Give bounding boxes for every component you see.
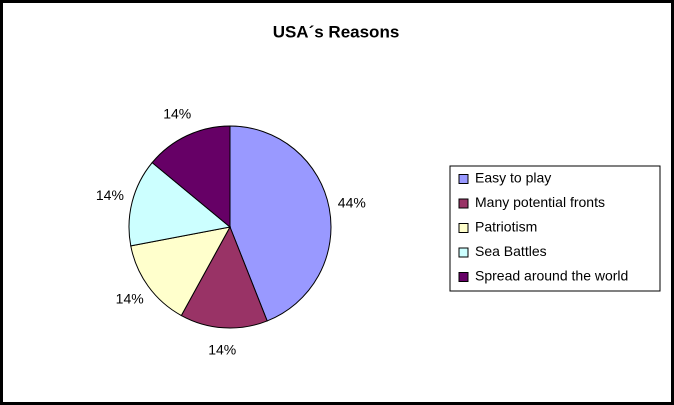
legend-label: Spread around the world bbox=[475, 268, 628, 284]
legend-label: Patriotism bbox=[475, 219, 537, 235]
legend-swatch bbox=[458, 198, 469, 209]
legend-label: Easy to play bbox=[475, 170, 551, 186]
data-label: 14% bbox=[116, 291, 144, 307]
data-label: 44% bbox=[338, 194, 366, 210]
pie-slice bbox=[151, 125, 231, 229]
pie-slice bbox=[130, 226, 231, 317]
data-label: 14% bbox=[96, 187, 124, 203]
legend-label: Many potential fronts bbox=[475, 194, 605, 210]
data-label: 14% bbox=[163, 106, 191, 122]
legend-swatch bbox=[458, 247, 469, 258]
legend-swatch bbox=[458, 223, 469, 233]
chart-title: USA´s Reasons bbox=[273, 22, 400, 41]
legend-swatch bbox=[458, 174, 469, 184]
legend-label: Sea Battles bbox=[475, 243, 547, 259]
pie-slice bbox=[128, 161, 232, 247]
data-label: 14% bbox=[208, 341, 236, 357]
pie-slice bbox=[180, 225, 268, 329]
legend-box bbox=[449, 165, 661, 292]
legend-swatch bbox=[458, 272, 469, 282]
pie-slice bbox=[229, 125, 332, 322]
